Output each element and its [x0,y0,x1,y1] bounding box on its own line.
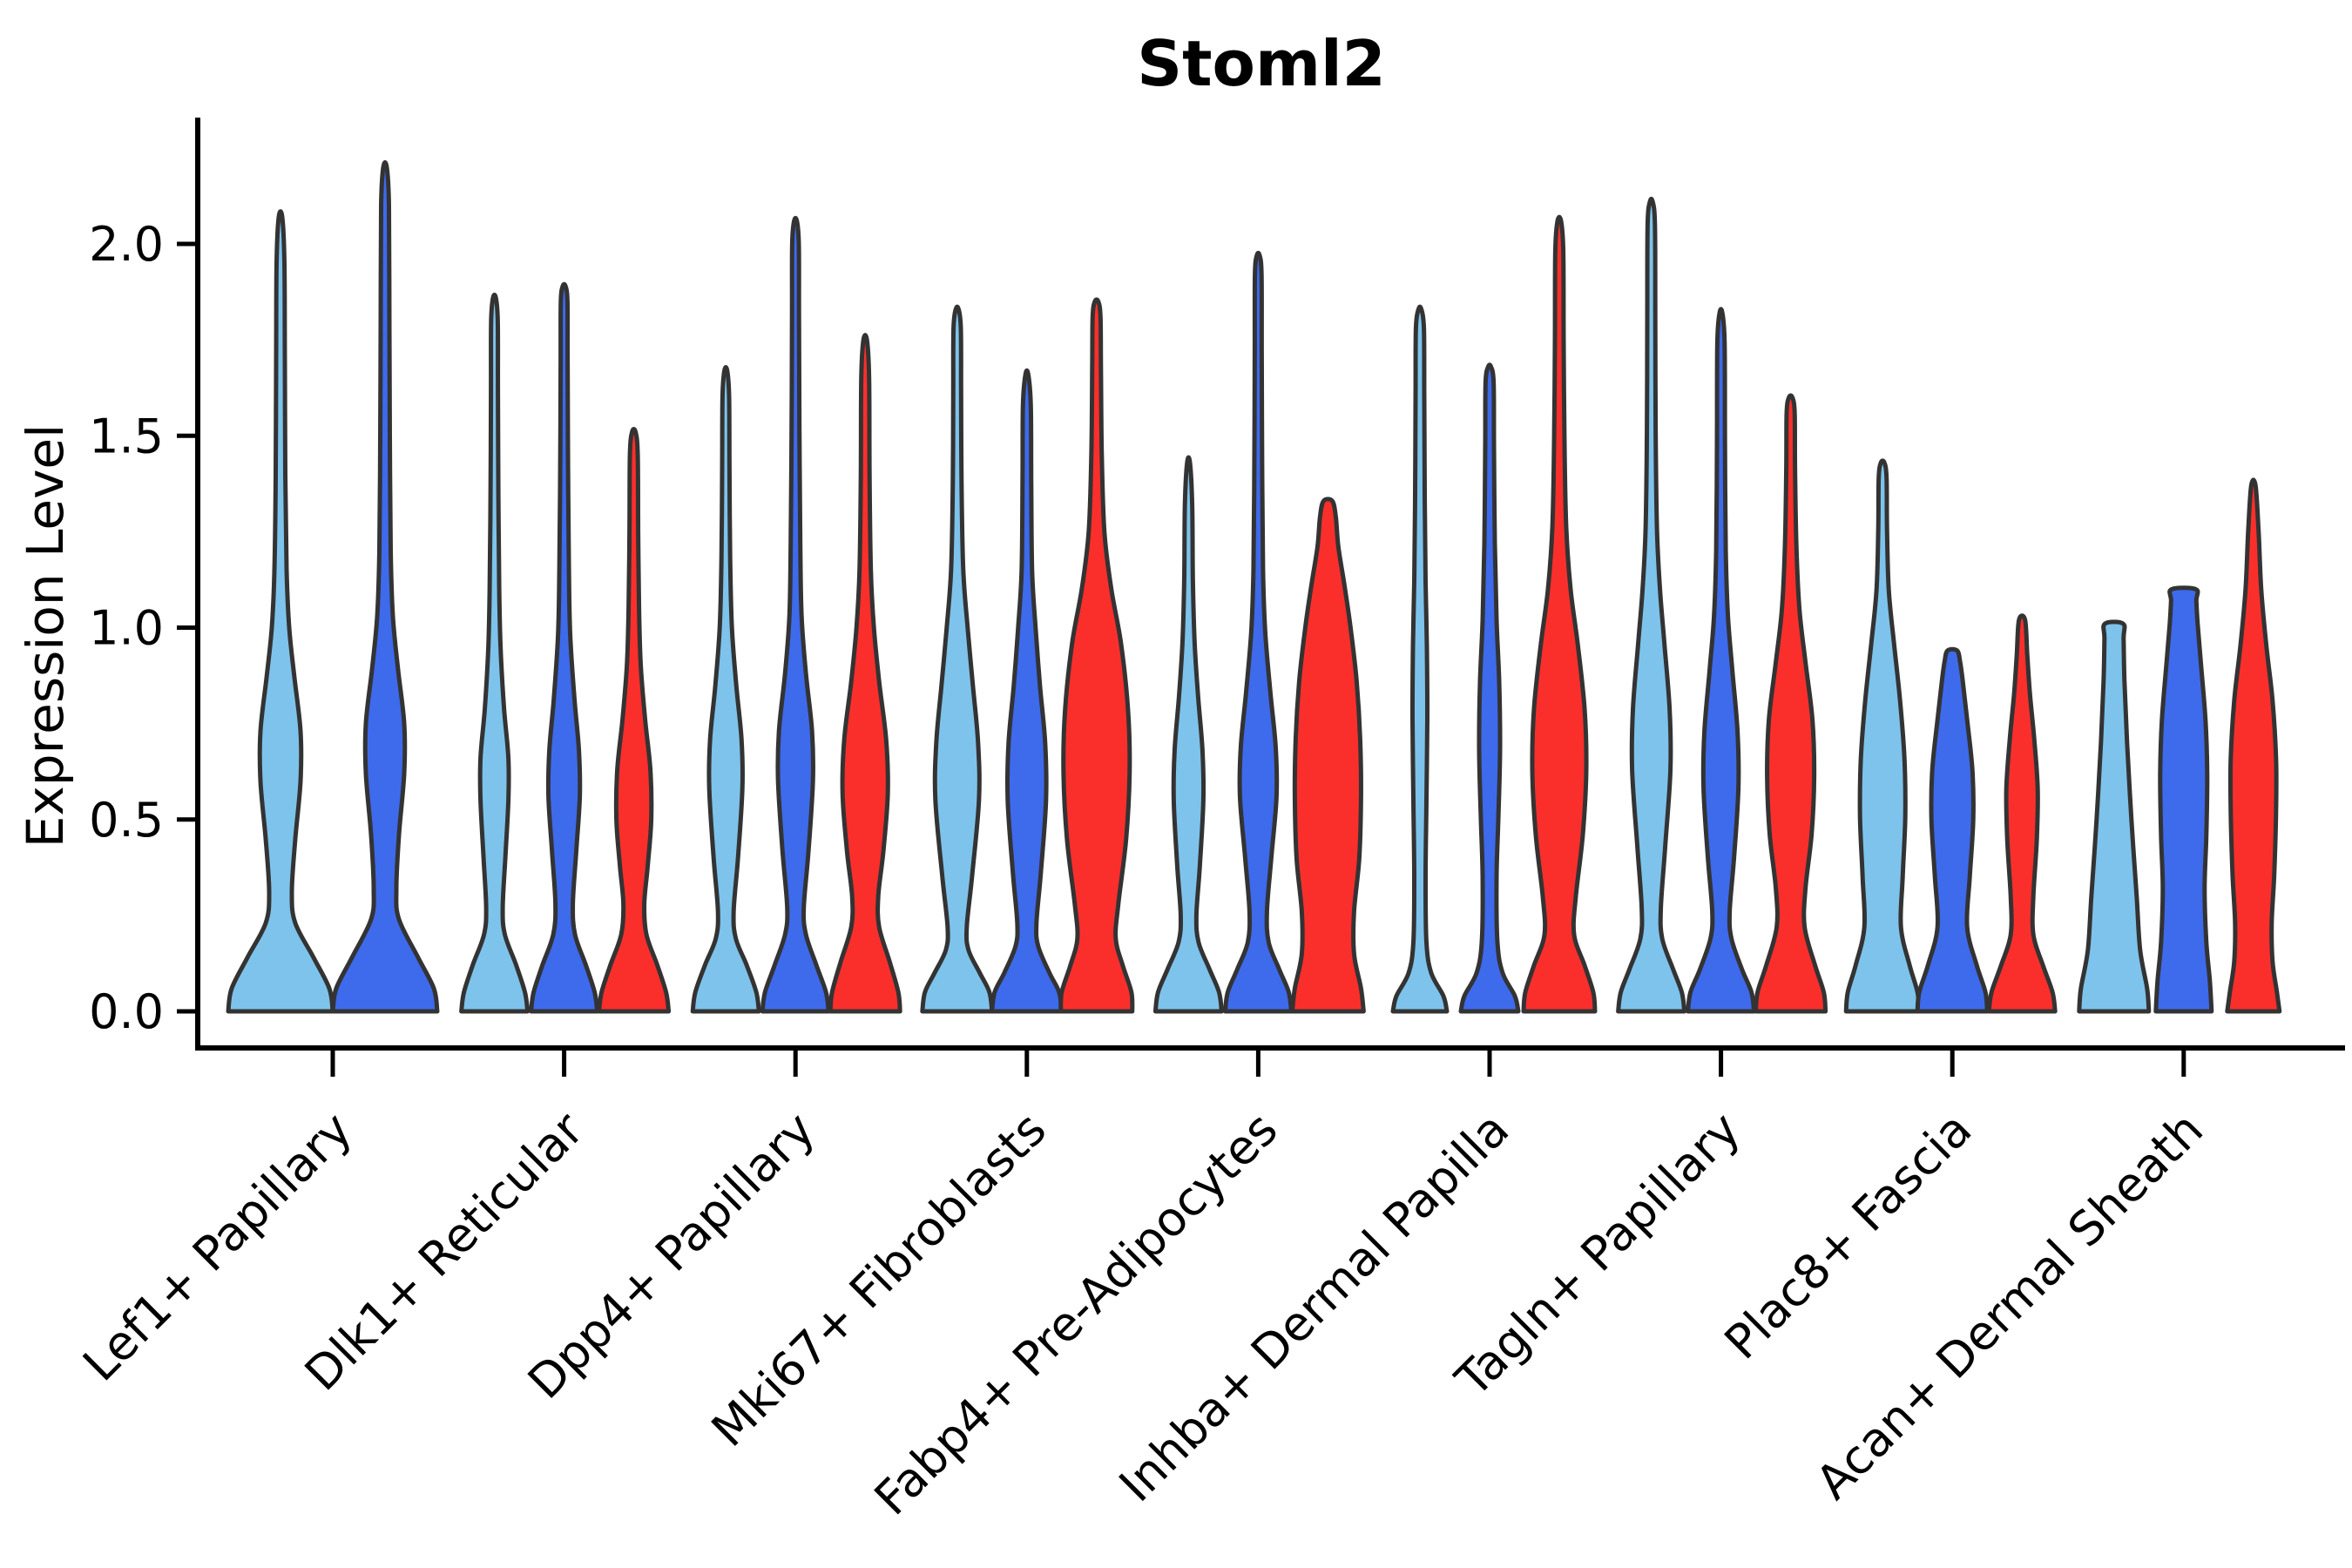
violin-fabp4-dark-blue [1222,250,1294,1014]
y-axis-ticks: 0.0 0.5 1.0 1.5 2.0 [89,217,200,1039]
violin-plac8-red [1986,613,2058,1014]
x-category-label-6: Inhba+ Dermal Papilla [1109,1102,1519,1512]
y-axis-label: Expression Level [16,424,75,848]
violin-acan-dark-blue [2153,585,2214,1014]
violin-plac8-light-blue [1843,458,1922,1014]
y-tick-label-0.5: 0.5 [89,793,164,848]
x-category-label-5: Fabp4+ Pre-Adipocytes [864,1102,1288,1526]
violin-fabp4-light-blue [1152,455,1224,1014]
y-tick-label-0.0: 0.0 [89,984,164,1039]
figure-title: Stoml2 [1137,27,1386,100]
violin-tagln-dark-blue [1686,307,1757,1014]
x-category-label-9: Acan+ Dermal Sheath [1806,1102,2213,1510]
violin-inhba-dark-blue [1458,362,1521,1014]
violin-mki67-dark-blue [990,368,1064,1014]
violin-acan-red [2225,477,2282,1014]
violin-dpp4-light-blue [690,365,761,1014]
violin-tagln-light-blue [1616,196,1687,1014]
violin-plac8-dark-blue [1915,646,1990,1014]
y-tick-label-2.0: 2.0 [89,217,164,272]
violin-dpp4-dark-blue [760,215,831,1014]
violin-dlk1-dark-blue [529,281,600,1014]
violin-dlk1-red [597,427,672,1014]
violin-mki67-red [1058,297,1135,1014]
violin-tagln-red [1754,393,1828,1014]
violin-inhba-red [1521,214,1598,1014]
violins-layer [226,159,2282,1014]
y-tick-label-1.0: 1.0 [89,601,164,656]
violin-dlk1-light-blue [459,292,531,1014]
y-tick-label-1.5: 1.5 [89,409,164,463]
violin-inhba-light-blue [1390,304,1450,1014]
x-category-label-8: Plac8+ Fascia [1714,1102,1983,1370]
violin-fabp4-red [1289,497,1366,1014]
violin-lef1-dark-blue [330,159,440,1014]
violin-lef1-light-blue [226,209,335,1014]
violin-mki67-light-blue [920,304,995,1014]
violin-acan-light-blue [2077,619,2152,1014]
violin-dpp4-red [828,333,902,1014]
axes-layer [195,118,2345,1051]
